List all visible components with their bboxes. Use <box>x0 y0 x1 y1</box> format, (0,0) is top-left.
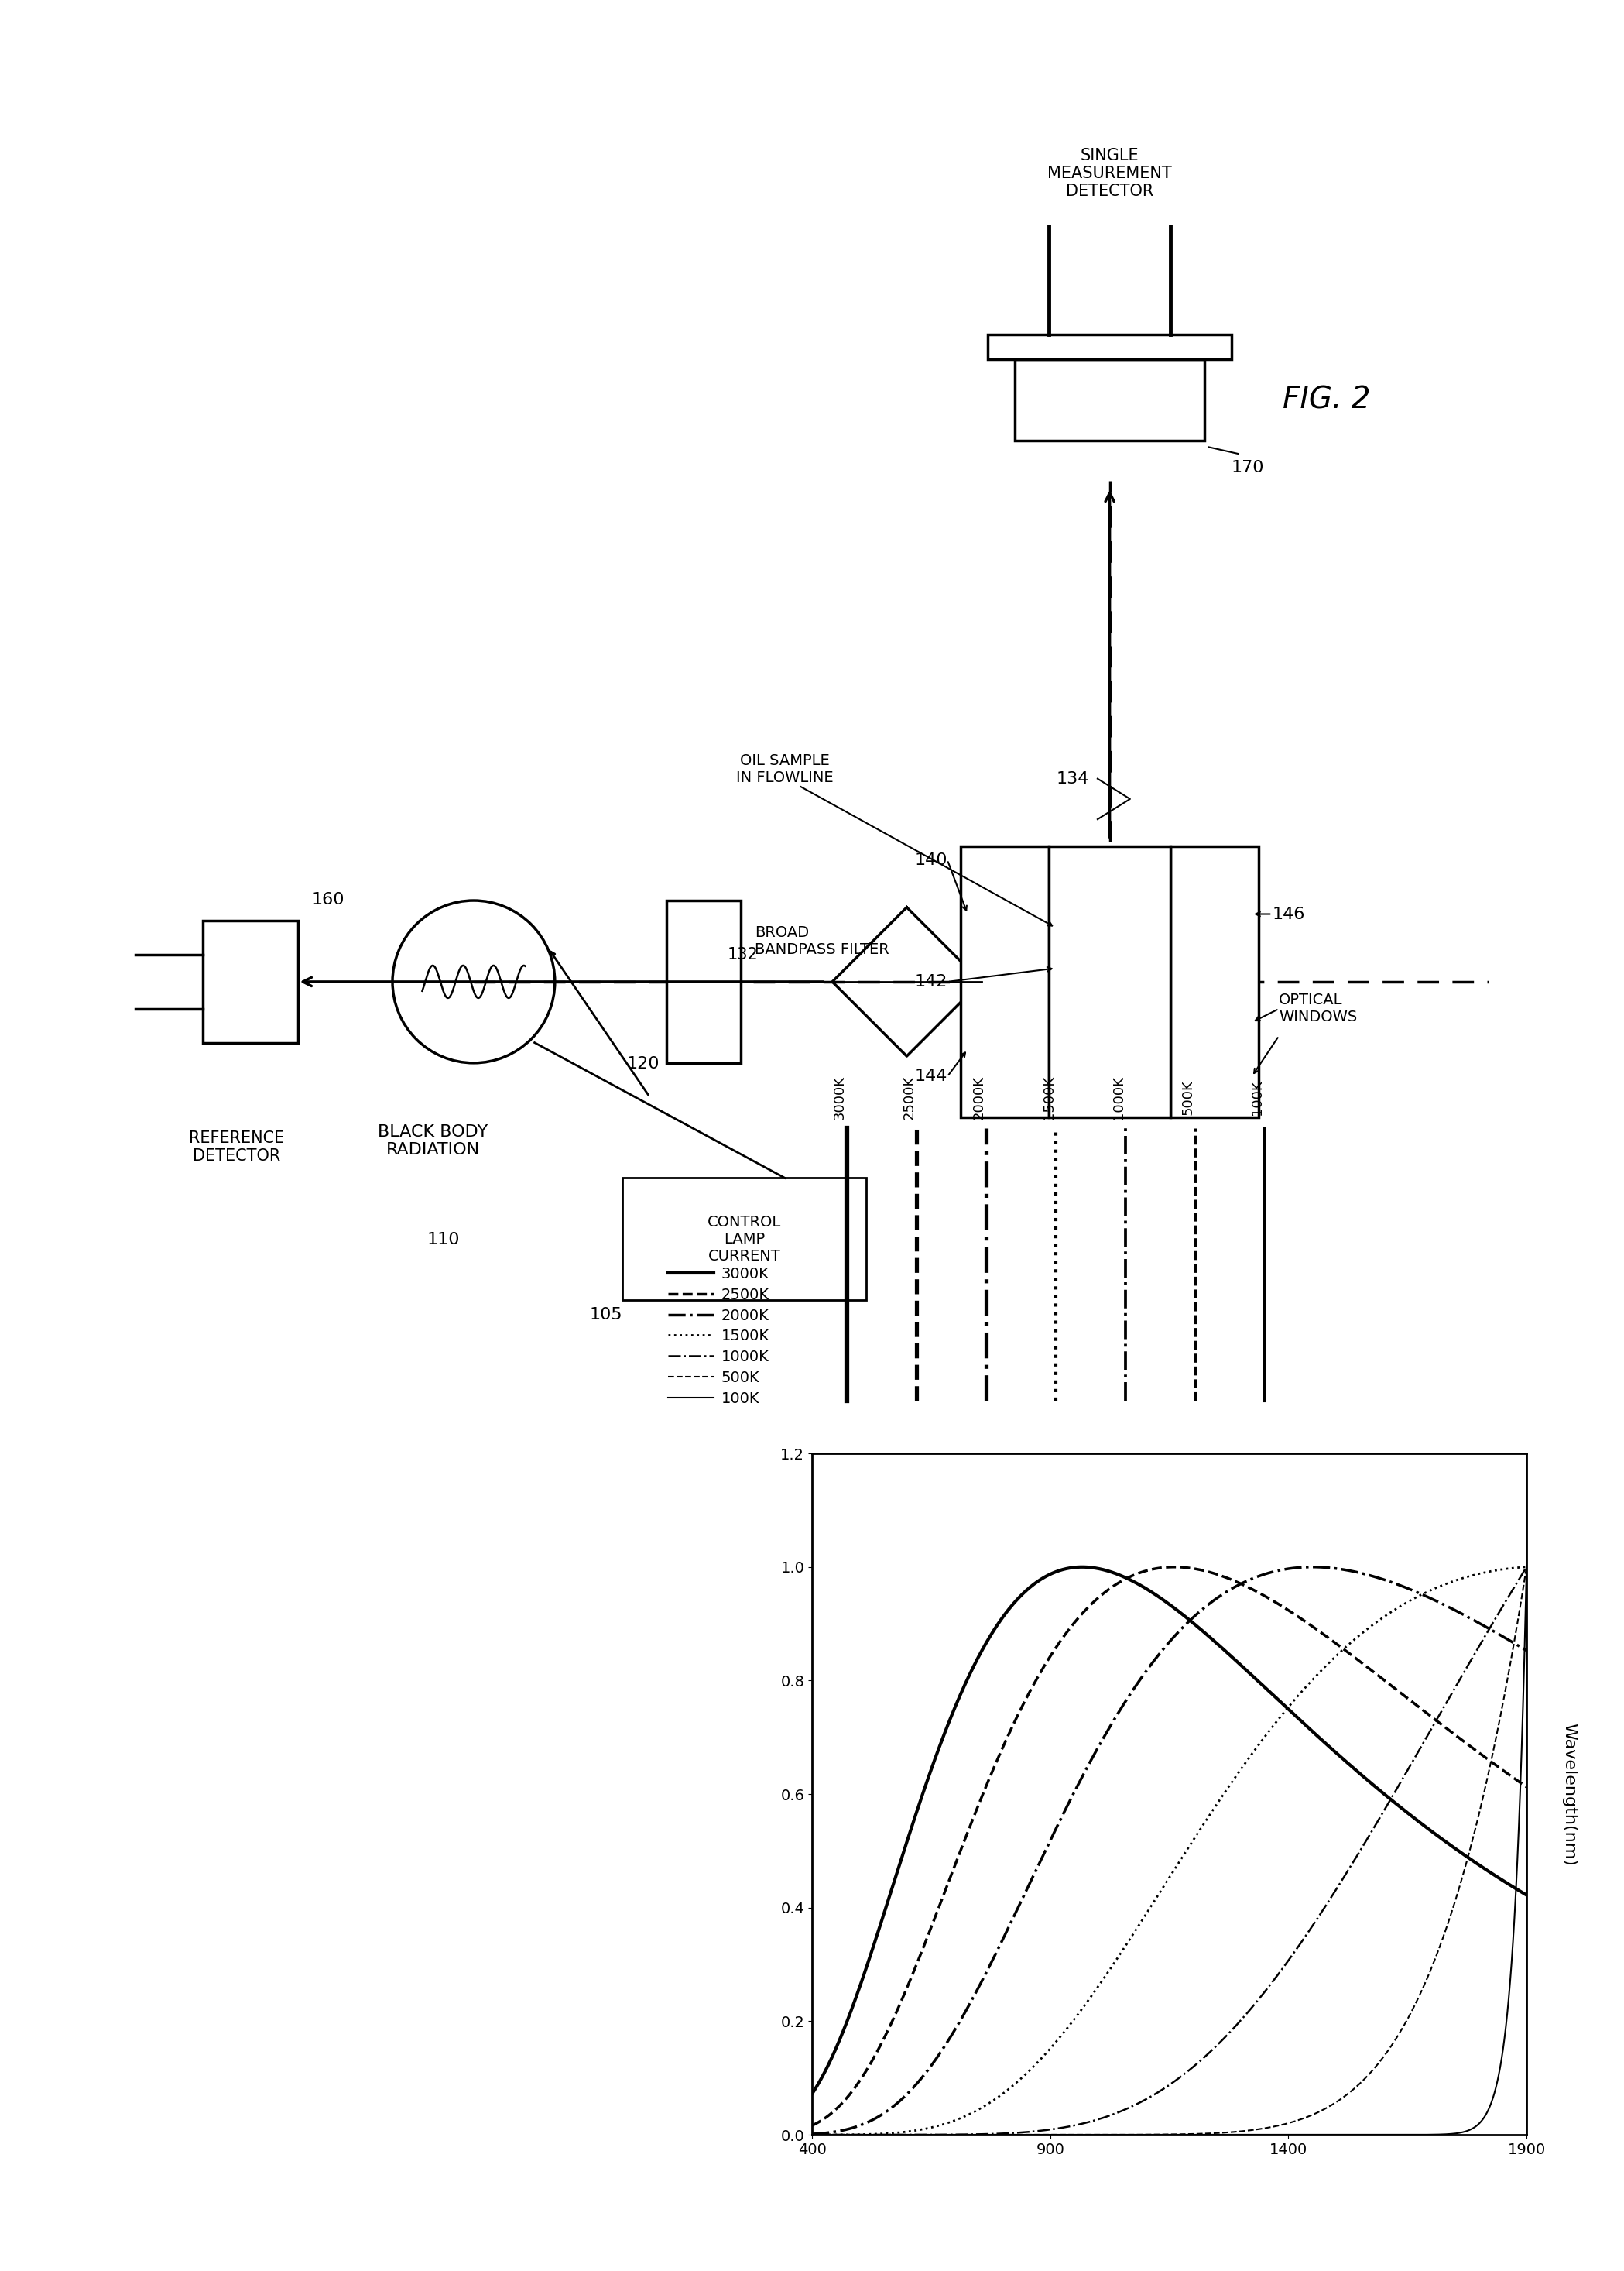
Bar <box>987 334 1231 359</box>
Text: 120: 120 <box>627 1056 659 1072</box>
Text: CONTROL
LAMP
CURRENT: CONTROL LAMP CURRENT <box>708 1215 781 1263</box>
Text: SINGLE
MEASUREMENT
DETECTOR: SINGLE MEASUREMENT DETECTOR <box>1047 148 1173 200</box>
Bar <box>1049 847 1171 1117</box>
Bar <box>203 920 297 1042</box>
Text: 144: 144 <box>914 1070 947 1083</box>
Text: 1000K: 1000K <box>1111 1076 1125 1120</box>
Text: 500K: 500K <box>1181 1081 1195 1115</box>
Text: Wavelength(nm): Wavelength(nm) <box>1562 1721 1577 1867</box>
Text: 110: 110 <box>427 1233 460 1247</box>
Text: REFERENCE
DETECTOR: REFERENCE DETECTOR <box>188 1131 284 1165</box>
Text: 134: 134 <box>1057 770 1090 786</box>
Text: BLACK BODY
RADIATION: BLACK BODY RADIATION <box>378 1124 489 1158</box>
Bar <box>622 1179 866 1299</box>
Text: 132: 132 <box>728 947 758 963</box>
Text: 2500K: 2500K <box>903 1076 916 1120</box>
Text: 1500K: 1500K <box>1041 1076 1056 1120</box>
Text: 3000K: 3000K <box>833 1076 846 1120</box>
Text: 170: 170 <box>1231 459 1265 475</box>
Bar <box>1171 847 1259 1117</box>
Text: 2000K: 2000K <box>973 1076 986 1120</box>
Text: 160: 160 <box>312 893 344 908</box>
Text: 140: 140 <box>914 852 947 868</box>
Text: BROAD
BANDPASS FILTER: BROAD BANDPASS FILTER <box>755 924 888 956</box>
Bar <box>666 902 741 1063</box>
Legend: 3000K, 2500K, 2000K, 1500K, 1000K, 500K, 100K: 3000K, 2500K, 2000K, 1500K, 1000K, 500K,… <box>663 1260 775 1413</box>
Bar <box>961 847 1049 1117</box>
Bar <box>1015 359 1205 441</box>
Text: 142: 142 <box>914 974 947 990</box>
Text: 130: 130 <box>987 1076 1021 1092</box>
Text: OPTICAL
WINDOWS: OPTICAL WINDOWS <box>1278 992 1358 1024</box>
Text: OIL SAMPLE
IN FLOWLINE: OIL SAMPLE IN FLOWLINE <box>736 754 833 786</box>
Text: 146: 146 <box>1272 906 1306 922</box>
Text: 105: 105 <box>590 1306 622 1322</box>
Text: 100K: 100K <box>1250 1081 1265 1115</box>
Text: FIG. 2: FIG. 2 <box>1283 384 1371 413</box>
